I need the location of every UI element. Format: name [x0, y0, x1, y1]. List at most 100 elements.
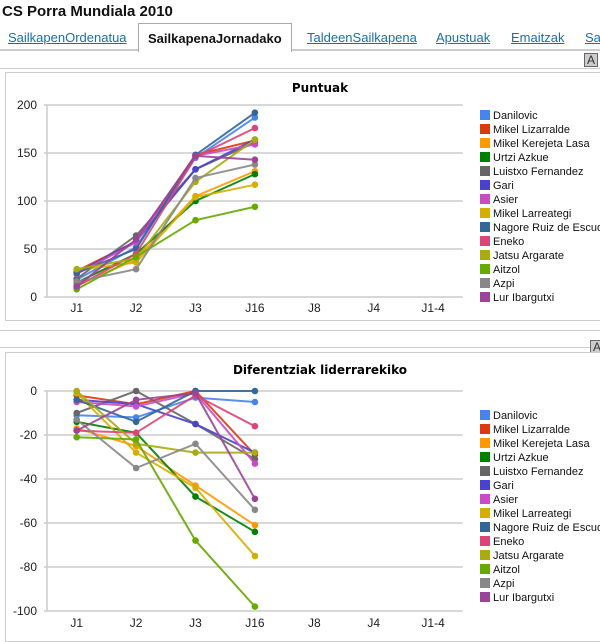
- data-point: [251, 387, 259, 395]
- legend-swatch: [480, 466, 490, 476]
- y-tick-label: -80: [20, 560, 38, 574]
- tab-apustuak[interactable]: Apustuak: [436, 30, 491, 45]
- data-point: [73, 265, 80, 273]
- legend-label: Danilovic: [493, 110, 538, 122]
- legend-label: Urtzi Azkue: [493, 452, 549, 464]
- data-point: [132, 403, 140, 410]
- legend-swatch: [480, 494, 490, 504]
- legend-label: Mikel Larreategi: [493, 208, 571, 220]
- x-tick-label: J4: [367, 301, 380, 315]
- legend-swatch: [480, 438, 490, 448]
- legend-label: Luistxo Fernandez: [493, 466, 584, 478]
- x-tick-label: J8: [308, 301, 321, 315]
- tab-more[interactable]: Sa: [585, 30, 600, 45]
- data-point: [73, 416, 80, 423]
- legend-swatch: [480, 138, 490, 148]
- legend-swatch: [480, 480, 490, 490]
- series-line: [76, 389, 256, 456]
- scroll-button[interactable]: A: [584, 53, 598, 67]
- data-point: [251, 460, 259, 467]
- app-title: CS Porra Mundiala 2010: [2, 3, 173, 20]
- legend-swatch: [480, 250, 490, 260]
- legend-label: Luistxo Fernandez: [493, 166, 584, 178]
- series-line: [76, 420, 256, 533]
- legend-label: Azpi: [493, 278, 514, 290]
- series-line: [76, 111, 256, 274]
- series-line: [75, 392, 256, 557]
- data-point: [251, 528, 259, 536]
- legend-label: Jatsu Argarate: [493, 550, 564, 562]
- legend-label: Nagore Ruiz de Escudero: [493, 522, 600, 534]
- y-tick-label: 100: [17, 194, 37, 208]
- x-tick-label: J16: [245, 616, 265, 630]
- x-tick-label: J1: [70, 301, 83, 315]
- tab-sailkapena-jornadako[interactable]: SailkapenaJornadako: [138, 23, 292, 52]
- data-point: [132, 429, 140, 437]
- x-tick-label: J8: [308, 616, 321, 630]
- tab-bar: SailkapenOrdenatua SailkapenaJornadako T…: [0, 23, 600, 52]
- data-point: [192, 174, 199, 182]
- data-point: [132, 418, 140, 426]
- legend-swatch: [480, 180, 490, 190]
- legend-swatch: [480, 452, 490, 462]
- chart-panel-puntuak: [5, 72, 600, 321]
- data-point: [251, 603, 259, 610]
- data-point: [132, 464, 140, 472]
- y-tick-label: 150: [17, 146, 37, 160]
- data-point: [251, 203, 259, 211]
- legend-swatch: [480, 536, 490, 546]
- x-tick-label: J3: [189, 616, 202, 630]
- legend-label: Mikel Lizarralde: [493, 424, 570, 436]
- legend-swatch: [480, 522, 490, 532]
- legend-label: Asier: [493, 494, 518, 506]
- series-line: [76, 127, 256, 288]
- legend-swatch: [480, 424, 490, 434]
- y-tick-label: 0: [30, 384, 37, 398]
- legend-label: Lur Ibargutxi: [493, 592, 554, 604]
- data-point: [251, 114, 259, 121]
- series-line: [76, 163, 256, 283]
- data-point: [192, 440, 199, 448]
- x-tick-label: J3: [189, 301, 202, 315]
- data-point: [251, 141, 259, 148]
- data-point: [192, 493, 199, 500]
- data-point: [251, 124, 259, 132]
- data-point: [251, 181, 259, 188]
- tab-taldeen-sailkapena[interactable]: TaldeenSailkapena: [307, 30, 417, 45]
- legend-swatch: [480, 508, 490, 518]
- series-line: [76, 394, 256, 434]
- tab-emaitzak[interactable]: Emaitzak: [511, 30, 565, 45]
- legend-swatch: [480, 592, 490, 602]
- series-line: [76, 173, 256, 284]
- data-point: [251, 495, 259, 503]
- data-point: [192, 166, 199, 173]
- legend-swatch: [480, 152, 490, 162]
- legend-swatch: [480, 264, 490, 274]
- data-point: [251, 552, 259, 560]
- series-line: [76, 154, 255, 288]
- data-point: [73, 409, 80, 417]
- legend-swatch: [480, 166, 490, 176]
- legend-label: Asier: [493, 194, 518, 206]
- data-point: [192, 420, 199, 428]
- data-point: [192, 537, 199, 544]
- divider: [0, 330, 600, 331]
- legend-label: Eneko: [493, 236, 524, 248]
- divider: [0, 68, 600, 69]
- data-point: [251, 156, 259, 164]
- legend-label: Gari: [493, 180, 514, 192]
- data-point: [192, 389, 199, 397]
- legend-swatch: [480, 194, 490, 204]
- data-point: [251, 109, 259, 116]
- legend-label: Mikel Kerejeta Lasa: [493, 438, 590, 450]
- divider: [0, 347, 600, 348]
- x-tick-label: J1: [70, 616, 83, 630]
- series-line: [76, 392, 256, 465]
- legend-swatch: [480, 208, 490, 218]
- tab-sailkapen-ordenatua[interactable]: SailkapenOrdenatua: [8, 30, 127, 45]
- x-tick-label: J1-4: [421, 616, 445, 630]
- legend-label: Jatsu Argarate: [493, 250, 564, 262]
- data-point: [73, 427, 80, 434]
